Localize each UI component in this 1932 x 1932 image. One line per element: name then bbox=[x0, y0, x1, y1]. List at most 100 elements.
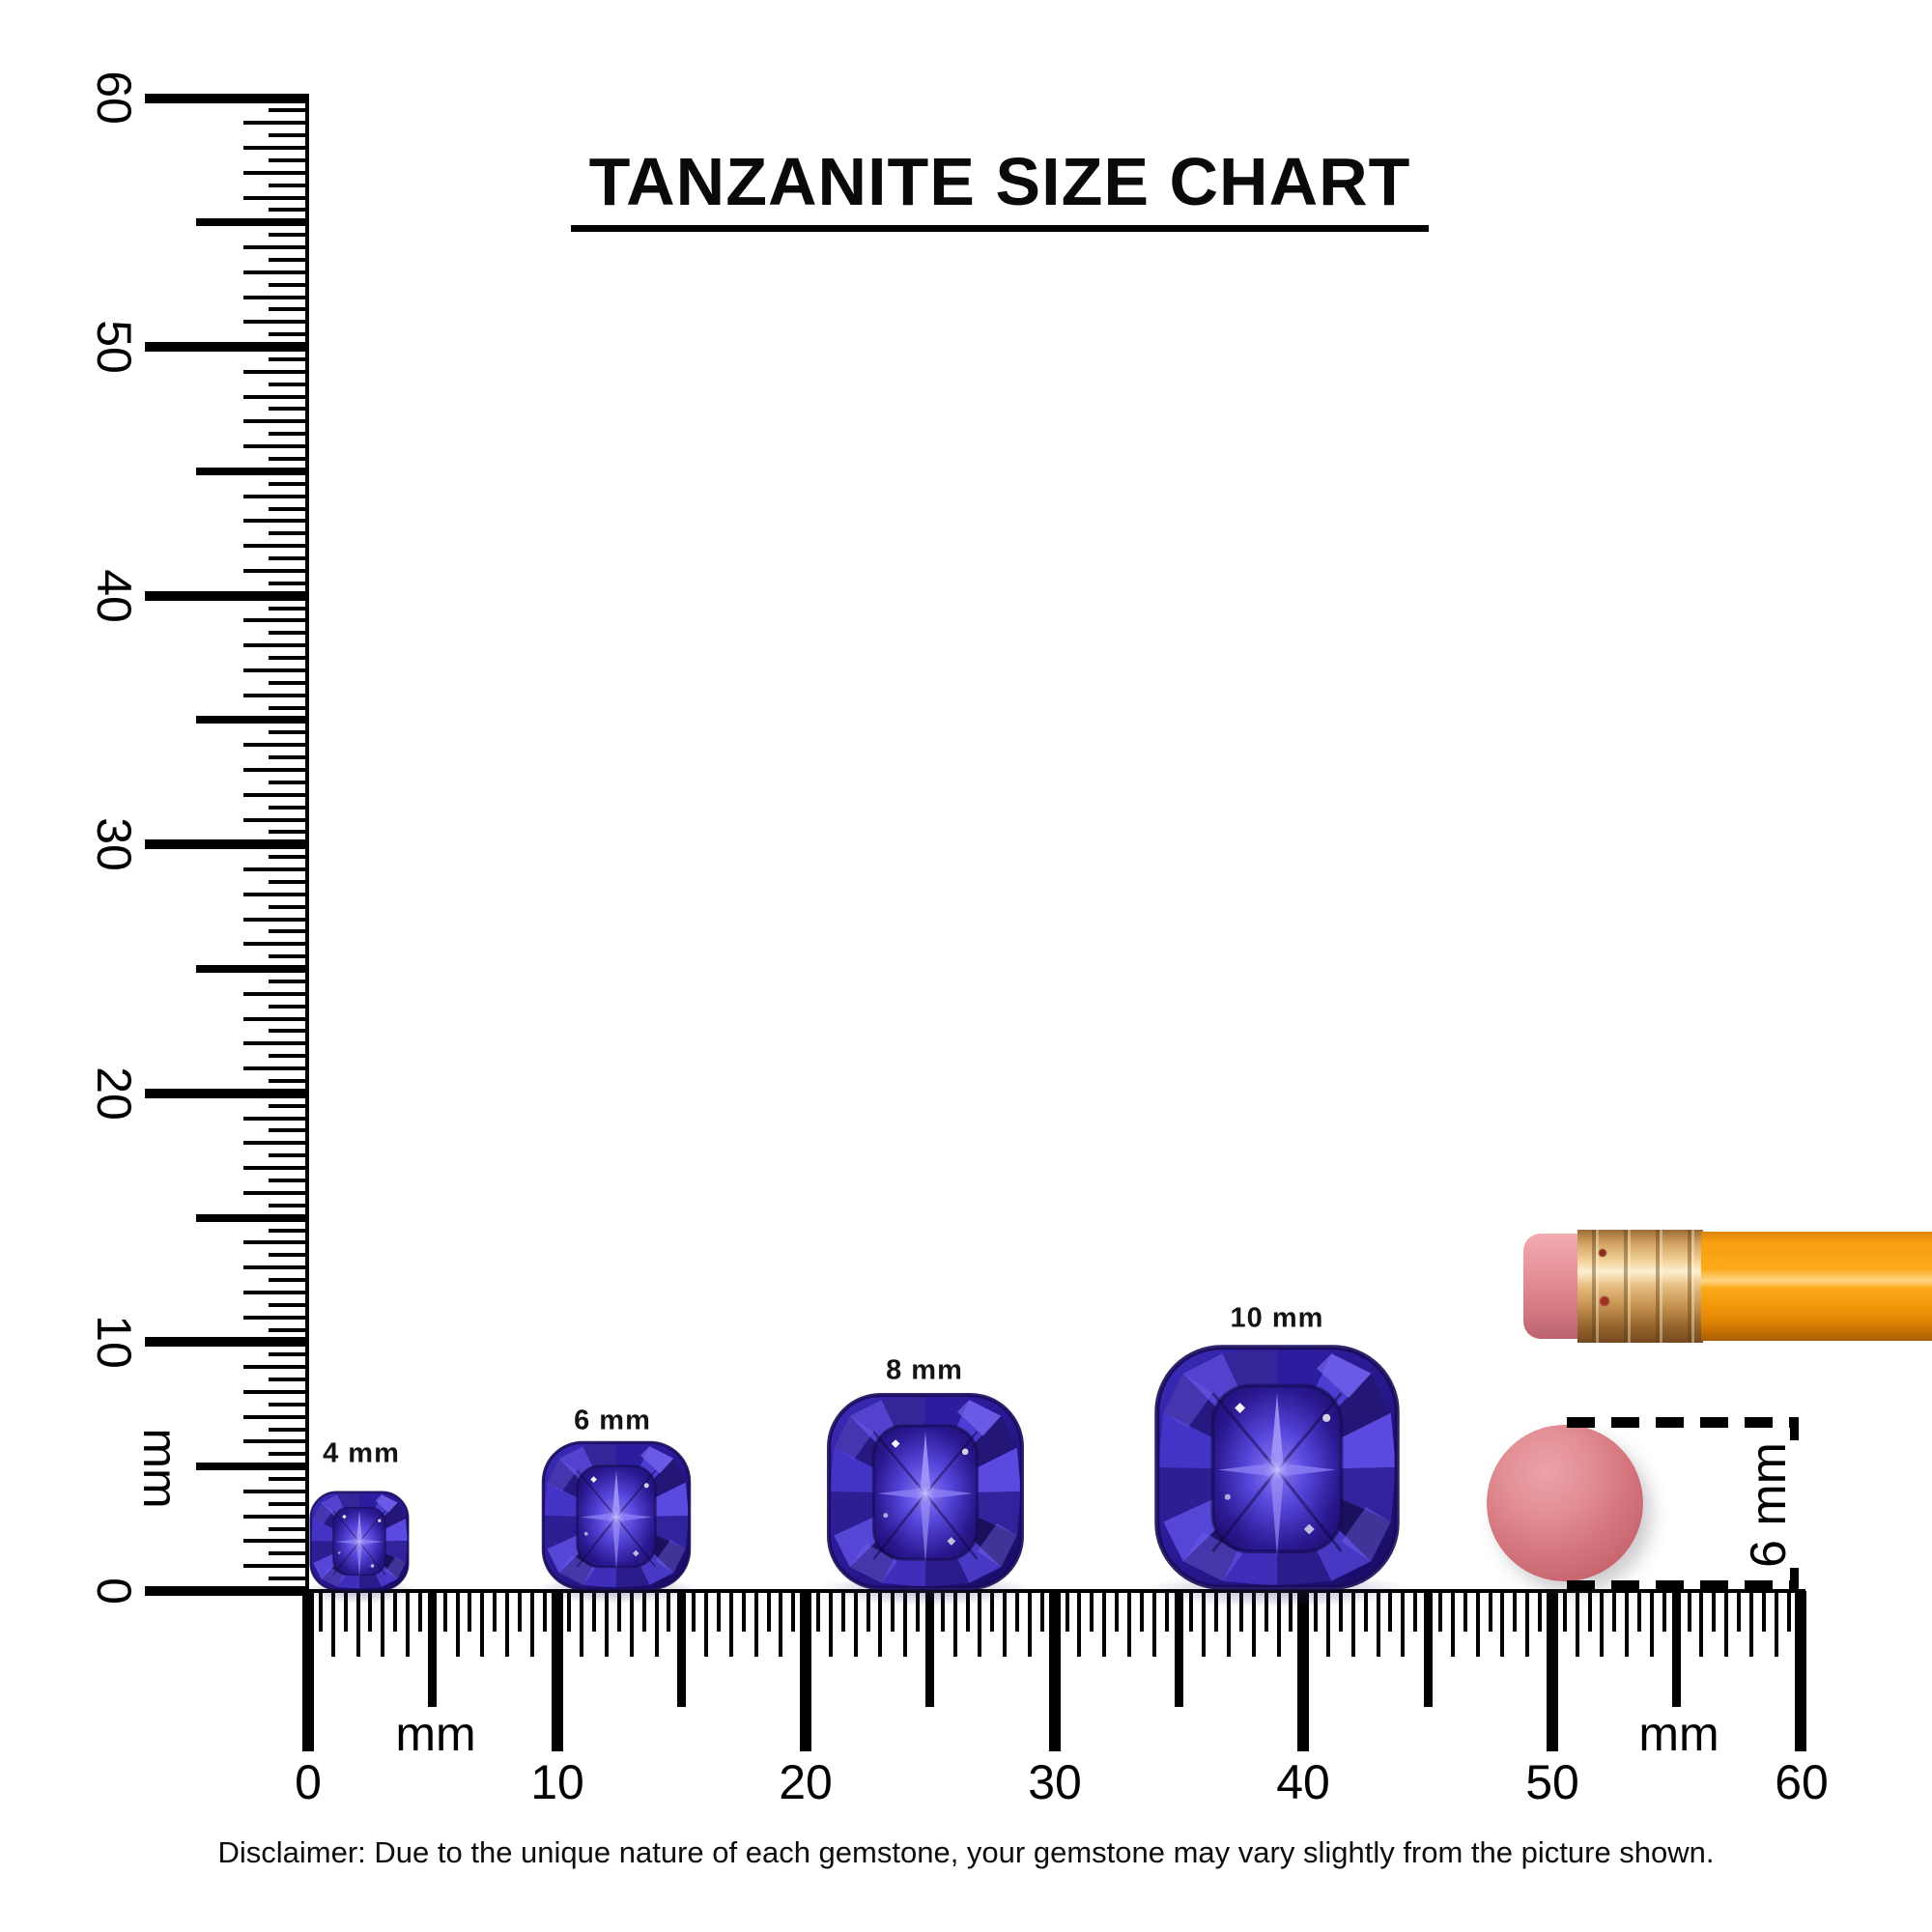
bottom-ruler-tick bbox=[779, 1591, 783, 1657]
bottom-ruler-tick bbox=[1672, 1591, 1682, 1707]
left-ruler-tick bbox=[243, 1240, 309, 1245]
left-ruler-tick bbox=[145, 839, 309, 850]
bottom-ruler-tick bbox=[1039, 1591, 1044, 1632]
bottom-ruler-tick bbox=[1388, 1591, 1393, 1632]
left-ruler-tick bbox=[269, 1427, 309, 1432]
left-ruler-tick bbox=[243, 991, 309, 996]
bottom-ruler-number-60: 60 bbox=[1775, 1755, 1829, 1809]
left-ruler-tick bbox=[269, 307, 309, 312]
bottom-ruler-tick bbox=[1027, 1591, 1032, 1657]
left-ruler-tick bbox=[269, 133, 309, 138]
bottom-ruler-number-0: 0 bbox=[295, 1755, 322, 1809]
bottom-ruler-tick bbox=[417, 1591, 422, 1632]
bottom-ruler-tick bbox=[1488, 1591, 1492, 1632]
eraser-top-view bbox=[1487, 1425, 1643, 1581]
bottom-ruler-tick bbox=[1513, 1591, 1518, 1632]
left-ruler-tick bbox=[196, 1213, 309, 1222]
left-ruler-tick bbox=[269, 954, 309, 959]
bottom-ruler-tick bbox=[1575, 1591, 1579, 1657]
left-ruler-tick bbox=[269, 356, 309, 361]
bottom-ruler-tick bbox=[1363, 1591, 1368, 1632]
left-ruler-tick bbox=[196, 467, 309, 475]
left-ruler-number-10: 10 bbox=[87, 1315, 141, 1369]
left-ruler-tick bbox=[243, 270, 309, 274]
bottom-ruler-tick bbox=[728, 1591, 733, 1657]
left-ruler-tick bbox=[243, 295, 309, 299]
left-ruler-tick bbox=[145, 1586, 309, 1596]
left-ruler-tick bbox=[243, 1489, 309, 1493]
left-ruler-tick bbox=[269, 855, 309, 860]
left-ruler-tick bbox=[243, 942, 309, 947]
bottom-ruler-tick bbox=[1546, 1591, 1558, 1751]
bottom-ruler-tick bbox=[654, 1591, 659, 1657]
left-ruler-tick bbox=[269, 1078, 309, 1083]
left-ruler-tick bbox=[243, 1389, 309, 1394]
bottom-ruler-tick bbox=[704, 1591, 709, 1657]
gem-label-4mm: 4 mm bbox=[323, 1437, 400, 1469]
bottom-ruler-tick bbox=[1625, 1591, 1630, 1657]
left-ruler-tick bbox=[243, 618, 309, 623]
bottom-ruler-tick bbox=[1525, 1591, 1530, 1657]
bottom-ruler-tick bbox=[717, 1591, 721, 1632]
left-ruler-tick bbox=[269, 805, 309, 810]
bottom-ruler-tick bbox=[753, 1591, 758, 1657]
bottom-ruler-tick bbox=[1463, 1591, 1467, 1632]
bottom-ruler-tick bbox=[1297, 1591, 1310, 1751]
left-ruler-tick bbox=[243, 1041, 309, 1046]
left-ruler-tick bbox=[243, 1141, 309, 1146]
left-ruler-tick bbox=[243, 1439, 309, 1444]
bottom-ruler-tick bbox=[816, 1591, 821, 1632]
gem-label-6mm: 6 mm bbox=[574, 1405, 651, 1436]
bottom-ruler-baseline bbox=[308, 1589, 1805, 1593]
left-ruler-tick bbox=[243, 544, 309, 549]
left-ruler-tick bbox=[243, 494, 309, 498]
pencil-eraser bbox=[1523, 1234, 1581, 1339]
bottom-ruler-tick bbox=[505, 1591, 510, 1657]
left-ruler-tick bbox=[269, 1302, 309, 1307]
bottom-ruler-tick bbox=[1151, 1591, 1156, 1657]
bottom-ruler-tick bbox=[493, 1591, 497, 1632]
left-ruler-tick bbox=[196, 716, 309, 724]
left-ruler-tick bbox=[269, 1501, 309, 1506]
bottom-ruler-tick bbox=[1724, 1591, 1729, 1657]
bottom-ruler-tick bbox=[1423, 1591, 1433, 1707]
left-ruler-number-40: 40 bbox=[87, 569, 141, 623]
left-ruler-tick bbox=[243, 394, 309, 399]
bottom-ruler-tick bbox=[692, 1591, 696, 1632]
left-ruler-tick bbox=[269, 183, 309, 187]
bottom-ruler-tick bbox=[1202, 1591, 1207, 1657]
left-ruler-tick bbox=[243, 1066, 309, 1071]
left-ruler-tick bbox=[243, 767, 309, 772]
left-ruler-tick bbox=[269, 1054, 309, 1059]
bottom-ruler-tick bbox=[891, 1591, 895, 1632]
bottom-ruler-tick bbox=[866, 1591, 870, 1632]
bottom-ruler-tick bbox=[978, 1591, 982, 1657]
bottom-ruler-tick bbox=[1077, 1591, 1082, 1657]
left-ruler-tick bbox=[243, 1564, 309, 1569]
bottom-ruler-tick bbox=[393, 1591, 398, 1632]
dimension-line-top bbox=[1567, 1417, 1799, 1428]
bottom-ruler-tick bbox=[1737, 1591, 1742, 1632]
left-ruler-tick bbox=[269, 481, 309, 486]
bottom-ruler-tick bbox=[1437, 1591, 1442, 1632]
bottom-ruler-tick bbox=[1115, 1591, 1120, 1632]
left-ruler-tick bbox=[243, 1414, 309, 1419]
left-ruler-tick bbox=[269, 556, 309, 561]
bottom-ruler-tick bbox=[442, 1591, 447, 1632]
bottom-ruler-tick bbox=[1662, 1591, 1666, 1632]
bottom-ruler-tick bbox=[455, 1591, 460, 1657]
bottom-ruler-tick bbox=[616, 1591, 621, 1632]
bottom-ruler-tick bbox=[1127, 1591, 1131, 1657]
bottom-ruler-tick bbox=[529, 1591, 534, 1657]
left-ruler-tick bbox=[269, 233, 309, 238]
left-ruler-tick bbox=[269, 1402, 309, 1406]
left-ruler-tick bbox=[269, 1203, 309, 1208]
bottom-ruler-number-20: 20 bbox=[779, 1755, 833, 1809]
left-ruler-tick bbox=[243, 1539, 309, 1544]
left-ruler-tick bbox=[269, 780, 309, 784]
left-ruler-tick bbox=[269, 157, 309, 162]
bottom-ruler-tick bbox=[676, 1591, 686, 1707]
bottom-ruler-tick bbox=[1637, 1591, 1642, 1632]
dimension-line-end-stub bbox=[1790, 1568, 1799, 1591]
left-ruler-number-20: 20 bbox=[87, 1066, 141, 1121]
